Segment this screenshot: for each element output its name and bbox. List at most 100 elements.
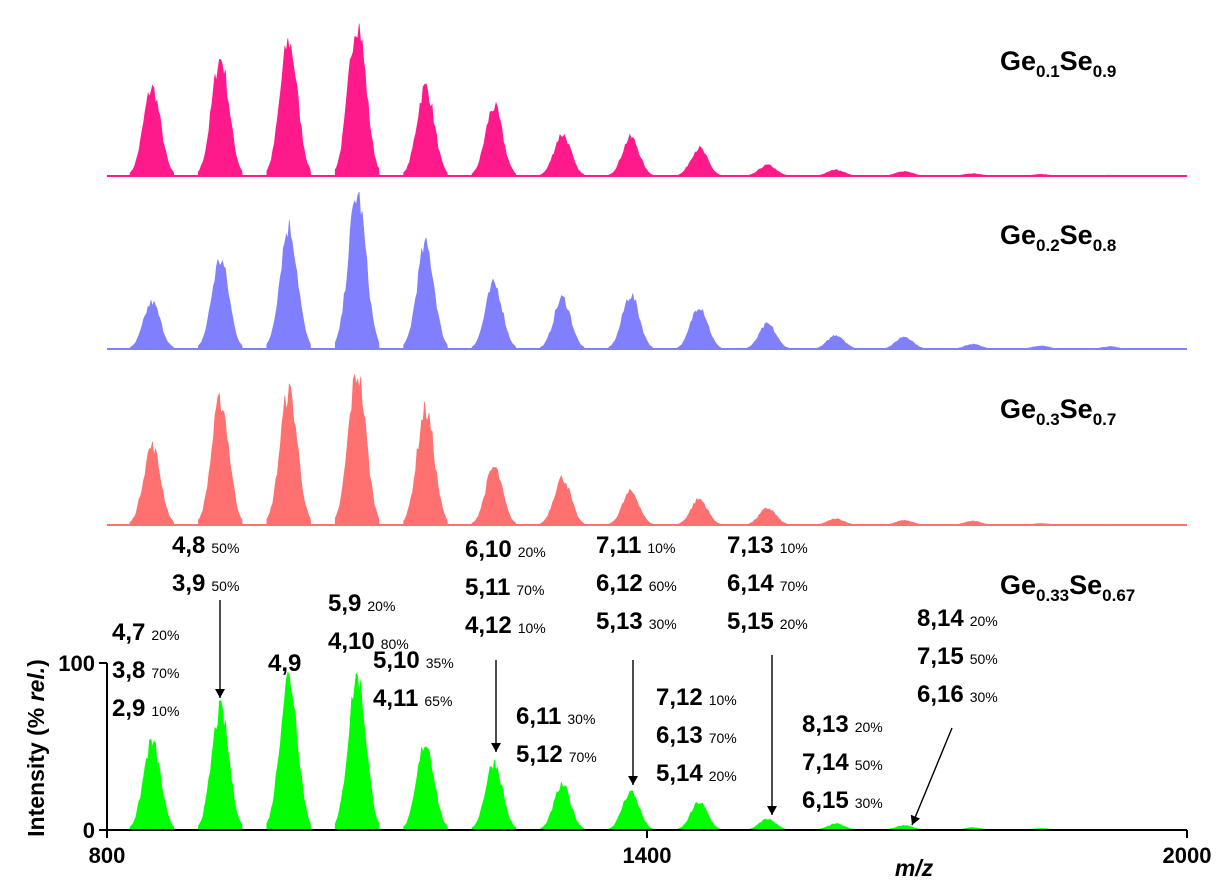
annotation-line: 5,13 30% — [596, 608, 677, 635]
spectrum-peak — [403, 401, 448, 526]
spectrum-peak — [1019, 173, 1064, 177]
spectrum-peak — [608, 488, 654, 526]
spectrum-peak — [198, 392, 243, 526]
spectrum-peak — [676, 498, 722, 526]
annotation-arrow-line — [911, 727, 953, 826]
spectrum-panel: Ge0.1Se0.9 — [107, 23, 1187, 177]
x-tick-label: 2000 — [1163, 843, 1212, 868]
spectrum-peak — [471, 278, 517, 350]
series-label: Ge0.2Se0.8 — [1000, 220, 1116, 255]
spectrum-peak — [1018, 345, 1064, 350]
spectrum-peak — [403, 746, 448, 831]
annotation-line: 2,9 10% — [112, 695, 179, 722]
annotation-line: 5,14 20% — [656, 760, 737, 787]
peak-annotation: 7,11 10% 6,12 60% 5,13 30% — [596, 532, 677, 785]
annotation-line: 4,10 80% — [328, 628, 409, 655]
spectrum-peak — [129, 84, 175, 177]
peak-annotation: 7,12 10% 6,13 70% 5,14 20% — [656, 684, 737, 787]
spectrum-peak — [608, 133, 654, 177]
spectrum-peak — [334, 672, 380, 831]
annotation-line: 6,16 30% — [917, 681, 998, 708]
spectrum-peak — [813, 518, 859, 526]
peak-annotation: 4,8 50% 3,9 50% — [172, 532, 239, 698]
peak-annotation: 6,10 20% 5,11 70% 4,12 10% — [465, 536, 546, 752]
spectrum-panel: Ge0.3Se0.7 — [107, 374, 1187, 526]
spectrum-peak — [676, 145, 722, 177]
spectrum-peak — [198, 699, 243, 831]
peak-annotation: 7,13 10% 6,14 70% 5,15 20% — [727, 532, 808, 815]
x-tick-label: 800 — [89, 843, 126, 868]
annotation-line: 4,7 20% — [112, 619, 179, 646]
peak-annotation: 8,14 20% 7,15 50% 6,16 30% — [910, 605, 998, 826]
y-tick-label: 0 — [83, 818, 95, 843]
series-label: Ge0.33Se0.67 — [1000, 570, 1135, 605]
peak-annotation: 6,11 30% 5,12 70% — [516, 703, 597, 768]
annotation-arrowhead — [910, 814, 921, 825]
peak-annotation: 5,9 20% 4,10 80% — [328, 590, 409, 655]
spectrum-peak — [1019, 523, 1064, 526]
annotation-line: 4,9 — [268, 650, 301, 677]
spectrum-peak — [745, 322, 791, 350]
spectrum-peak — [813, 169, 859, 177]
annotation-line: 5,15 20% — [727, 608, 808, 635]
spectrum-peak — [1087, 523, 1132, 526]
spectrum-peak — [1087, 174, 1132, 177]
spectrum-peak — [266, 220, 312, 350]
annotation-line: 4,12 10% — [465, 612, 546, 639]
annotation-line: 6,10 20% — [465, 536, 546, 563]
peak-annotation: 8,13 20% 7,14 50% 6,15 30% — [802, 711, 883, 814]
spectrum-peak — [745, 818, 791, 831]
spectrum-peak — [471, 759, 517, 831]
peak-annotation: 4,9 — [268, 650, 301, 677]
spectrum-peak — [882, 336, 928, 350]
spectrum-peak — [129, 441, 175, 526]
spectrum-peak — [676, 309, 722, 350]
annotation-line: 5,12 70% — [516, 741, 597, 768]
annotation-arrowhead — [628, 776, 638, 785]
annotation-line: 5,9 20% — [328, 590, 395, 617]
annotation-line: 7,12 10% — [656, 684, 737, 711]
spectrum-peak — [266, 671, 312, 831]
spectrum-peak — [1087, 346, 1132, 350]
spectrum-peak — [198, 258, 243, 350]
spectrum-peak — [129, 300, 175, 350]
annotation-line: 6,12 60% — [596, 570, 677, 597]
spectrum-peak — [334, 23, 380, 177]
series-label: Ge0.1Se0.9 — [1000, 46, 1116, 81]
spectrum-peak — [745, 164, 791, 177]
spectrum-peak — [882, 519, 927, 526]
annotation-line: 6,14 70% — [727, 570, 808, 597]
x-tick-label: 1400 — [623, 843, 672, 868]
spectrum-peak — [540, 133, 585, 177]
annotation-line: 4,8 50% — [172, 532, 239, 559]
spectrum-peak — [950, 520, 995, 526]
annotation-line: 4,11 65% — [373, 685, 452, 712]
spectrum-peak — [471, 466, 517, 526]
spectrum-peak — [471, 101, 517, 177]
annotation-line: 6,13 70% — [656, 722, 737, 749]
peak-annotation: 4,7 20% 3,8 70% 2,9 10% — [112, 619, 179, 722]
spectrum-peak — [813, 334, 859, 350]
spectrum-panel: Ge0.2Se0.8 — [107, 191, 1187, 350]
spectrum-peak — [950, 343, 995, 350]
y-tick-label: 100 — [58, 651, 95, 676]
spectrum-panel: Ge0.33Se0.67 — [107, 570, 1187, 831]
spectrum-peak — [882, 170, 927, 177]
annotation-line: 7,13 10% — [727, 532, 808, 559]
spectrum-peak — [266, 38, 312, 177]
spectrum-peak — [266, 383, 312, 526]
annotation-arrowhead — [491, 743, 501, 752]
spectrum-peak — [334, 374, 380, 526]
annotation-line: 6,15 30% — [802, 787, 883, 814]
spectrum-peak — [950, 173, 995, 177]
annotation-line: 7,11 10% — [596, 532, 675, 559]
spectrum-peak — [198, 58, 243, 177]
spectrum-peak — [540, 782, 585, 831]
annotation-line: 6,11 30% — [516, 703, 595, 730]
annotation-line: 3,9 50% — [172, 570, 239, 597]
spectrum-peak — [745, 507, 791, 526]
annotation-line: 7,15 50% — [917, 643, 998, 670]
series-label: Ge0.3Se0.7 — [1000, 394, 1116, 429]
